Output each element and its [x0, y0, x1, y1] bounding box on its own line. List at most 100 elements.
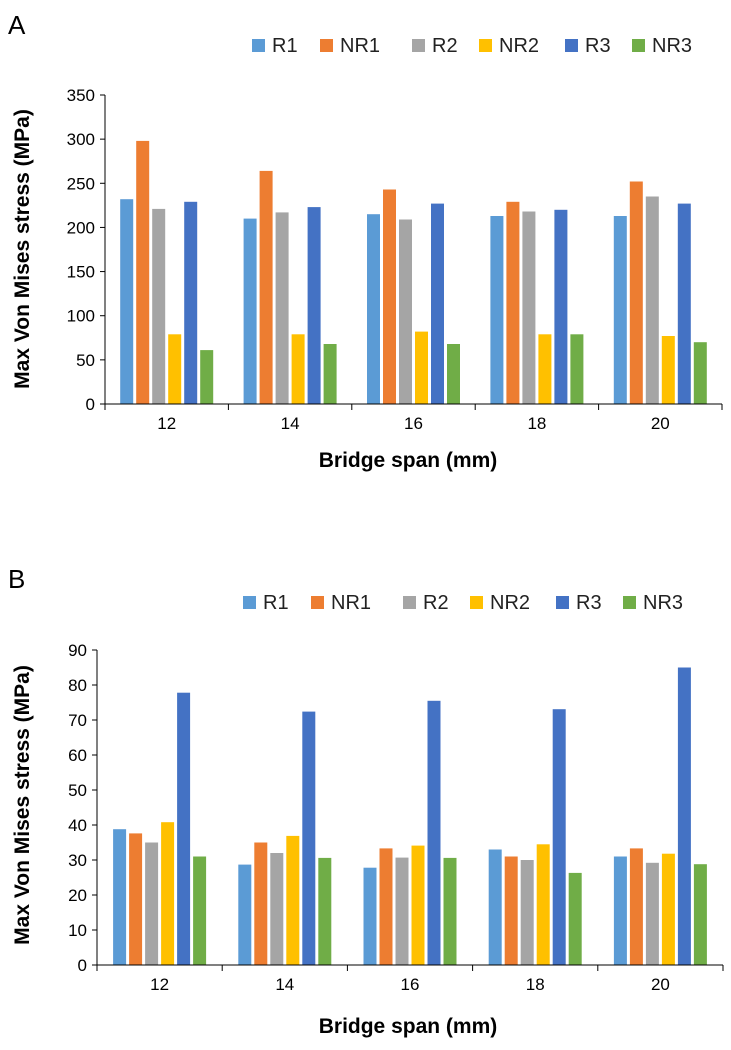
- x-tick-label: 18: [527, 414, 546, 433]
- axes-a: [104, 95, 722, 405]
- bar-nr3-16: [447, 344, 460, 404]
- bar-r1-12: [120, 199, 134, 404]
- legend-swatch-r1: [252, 39, 265, 52]
- y-tick-label: 200: [67, 218, 95, 237]
- bar-nr3-14: [318, 857, 332, 965]
- legend-label-nr2: NR2: [490, 592, 530, 614]
- axes-b: [96, 650, 723, 966]
- bar-r3-20: [677, 203, 691, 404]
- y-tick-label: 250: [67, 174, 95, 193]
- bar-r2-18: [522, 211, 536, 404]
- y-tick-label: 80: [68, 676, 87, 695]
- bar-nr1-14: [259, 170, 273, 404]
- bar-nr1-18: [504, 856, 518, 965]
- bar-r3-14: [302, 711, 316, 965]
- y-tick-label: 10: [68, 921, 87, 940]
- bar-nr2-20: [661, 853, 675, 965]
- bar-r2-14: [275, 212, 289, 404]
- bar-r2-20: [645, 196, 659, 404]
- x-tick-label: 16: [404, 414, 423, 433]
- bar-nr1-18: [506, 201, 520, 404]
- bar-nr2-12: [161, 822, 175, 965]
- bar-r1-14: [238, 864, 252, 965]
- legend-swatch-nr2: [479, 39, 492, 52]
- x-tick-label: 16: [401, 975, 420, 994]
- y-tick-label: 350: [67, 86, 95, 105]
- bar-r1-20: [613, 216, 627, 404]
- y-tick-label: 150: [67, 263, 95, 282]
- panel-label-b: B: [8, 564, 25, 594]
- legend-label-nr2: NR2: [499, 35, 539, 57]
- x-ticks-a: 12 14 16 18 20: [104, 404, 723, 433]
- x-tick-label: 12: [157, 414, 176, 433]
- x-axis-title-a: Bridge span (mm): [319, 449, 498, 472]
- y-tick-label: 50: [76, 351, 95, 370]
- bar-nr3-20: [693, 342, 707, 404]
- bars-a: [120, 140, 707, 404]
- legend-swatch-r3: [565, 39, 578, 52]
- legend-label-r1: R1: [263, 592, 289, 614]
- bar-nr3-12: [200, 350, 214, 404]
- legend-a: R1 NR1 R2 NR2 R3 NR3: [252, 35, 692, 57]
- bar-r1-12: [113, 829, 127, 965]
- bar-r3-14: [307, 207, 321, 404]
- bar-nr2-14: [291, 334, 305, 404]
- legend-label-r1: R1: [272, 35, 298, 57]
- bar-r2-16: [399, 219, 412, 404]
- bar-r3-16: [427, 700, 441, 966]
- bar-nr1-16: [379, 848, 393, 965]
- legend-label-nr3: NR3: [643, 592, 683, 614]
- bars-b: [113, 667, 707, 966]
- bar-r1-16: [363, 867, 377, 965]
- bar-r1-18: [490, 216, 504, 404]
- bar-r3-12: [177, 692, 191, 965]
- y-tick-label: 90: [68, 641, 87, 660]
- y-ticks-a: 0 50 100 150 200 250 300 350: [67, 86, 105, 414]
- bar-nr3-14: [323, 344, 337, 404]
- legend-label-r3: R3: [576, 592, 602, 614]
- bar-nr3-20: [693, 864, 707, 965]
- y-tick-label: 0: [86, 395, 95, 414]
- y-tick-label: 50: [68, 781, 87, 800]
- y-tick-label: 60: [68, 746, 87, 765]
- bar-nr2-14: [286, 835, 300, 965]
- legend-swatch-nr2: [470, 596, 483, 609]
- y-tick-label: 20: [68, 886, 87, 905]
- bar-r2-12: [152, 208, 166, 404]
- y-tick-label: 0: [78, 956, 87, 975]
- x-tick-label: 20: [651, 414, 670, 433]
- bar-r3-18: [554, 209, 568, 404]
- legend-swatch-nr3: [623, 596, 636, 609]
- bar-r3-18: [552, 709, 566, 965]
- bar-nr2-12: [168, 334, 182, 404]
- x-tick-label: 20: [651, 975, 670, 994]
- bar-r1-14: [243, 218, 257, 404]
- bar-nr3-12: [193, 856, 207, 965]
- y-axis-title-a: Max Von Mises stress (MPa): [11, 109, 34, 389]
- bar-nr1-20: [629, 848, 643, 965]
- legend-label-r3: R3: [585, 35, 611, 57]
- legend-swatch-r2: [403, 596, 416, 609]
- bar-nr2-16: [415, 331, 428, 404]
- x-tick-label: 12: [150, 975, 169, 994]
- bar-nr1-12: [136, 140, 150, 404]
- bar-nr1-20: [629, 181, 643, 404]
- bar-nr3-16: [443, 857, 457, 965]
- legend-label-nr1: NR1: [340, 35, 380, 57]
- x-tick-label: 14: [281, 414, 300, 433]
- bar-nr3-18: [570, 334, 584, 404]
- bar-nr2-18: [536, 844, 550, 966]
- y-ticks-b: 0 10 20 30 40 50 60 70 80 90: [68, 641, 97, 975]
- y-tick-label: 70: [68, 711, 87, 730]
- y-tick-label: 300: [67, 130, 95, 149]
- y-tick-label: 40: [68, 816, 87, 835]
- bar-nr3-18: [568, 872, 582, 965]
- bar-r1-20: [613, 856, 627, 965]
- legend-label-r2: R2: [423, 592, 449, 614]
- legend-swatch-nr1: [311, 596, 324, 609]
- y-tick-label: 100: [67, 307, 95, 326]
- legend-b: R1 NR1 R2 NR2 R3 NR3: [243, 592, 683, 614]
- legend-swatch-r1: [243, 596, 256, 609]
- y-axis-title-b: Max Von Mises stress (MPa): [11, 665, 34, 945]
- bar-nr2-16: [411, 845, 425, 965]
